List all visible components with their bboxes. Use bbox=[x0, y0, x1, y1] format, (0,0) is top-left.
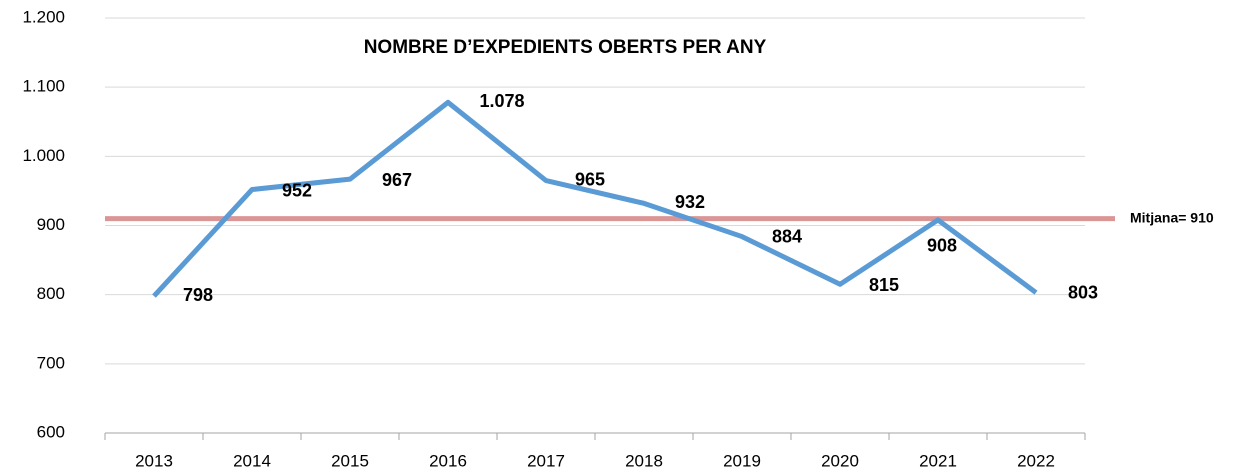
x-tick-label: 2021 bbox=[919, 451, 957, 470]
y-tick-label: 600 bbox=[37, 422, 65, 441]
data-label: 1.078 bbox=[479, 91, 524, 111]
chart-title: NOMBRE D’EXPEDIENTS OBERTS PER ANY bbox=[364, 37, 767, 58]
x-tick-label: 2022 bbox=[1017, 451, 1055, 470]
data-label: 798 bbox=[183, 285, 213, 305]
x-tick-label: 2017 bbox=[527, 451, 565, 470]
y-tick-label: 900 bbox=[37, 215, 65, 234]
x-tick-label: 2014 bbox=[233, 451, 271, 470]
data-label: 908 bbox=[927, 236, 957, 256]
data-label: 803 bbox=[1068, 282, 1098, 302]
x-tick-label: 2020 bbox=[821, 451, 859, 470]
y-tick-label: 800 bbox=[37, 284, 65, 303]
data-label: 932 bbox=[675, 192, 705, 212]
y-tick-label: 1.100 bbox=[22, 77, 65, 96]
x-tick-label: 2013 bbox=[135, 451, 173, 470]
data-label: 884 bbox=[772, 226, 802, 246]
data-label: 952 bbox=[282, 180, 312, 200]
x-tick-label: 2015 bbox=[331, 451, 369, 470]
y-tick-label: 1.000 bbox=[22, 146, 65, 165]
y-tick-label: 1.200 bbox=[22, 7, 65, 26]
data-label: 967 bbox=[382, 170, 412, 190]
x-tick-label: 2016 bbox=[429, 451, 467, 470]
x-tick-label: 2019 bbox=[723, 451, 761, 470]
data-label: 965 bbox=[575, 169, 605, 189]
data-label: 815 bbox=[869, 275, 899, 295]
y-tick-label: 700 bbox=[37, 353, 65, 372]
average-label: Mitjana= 910 bbox=[1130, 209, 1214, 225]
x-tick-label: 2018 bbox=[625, 451, 663, 470]
series-line bbox=[152, 99, 1038, 298]
